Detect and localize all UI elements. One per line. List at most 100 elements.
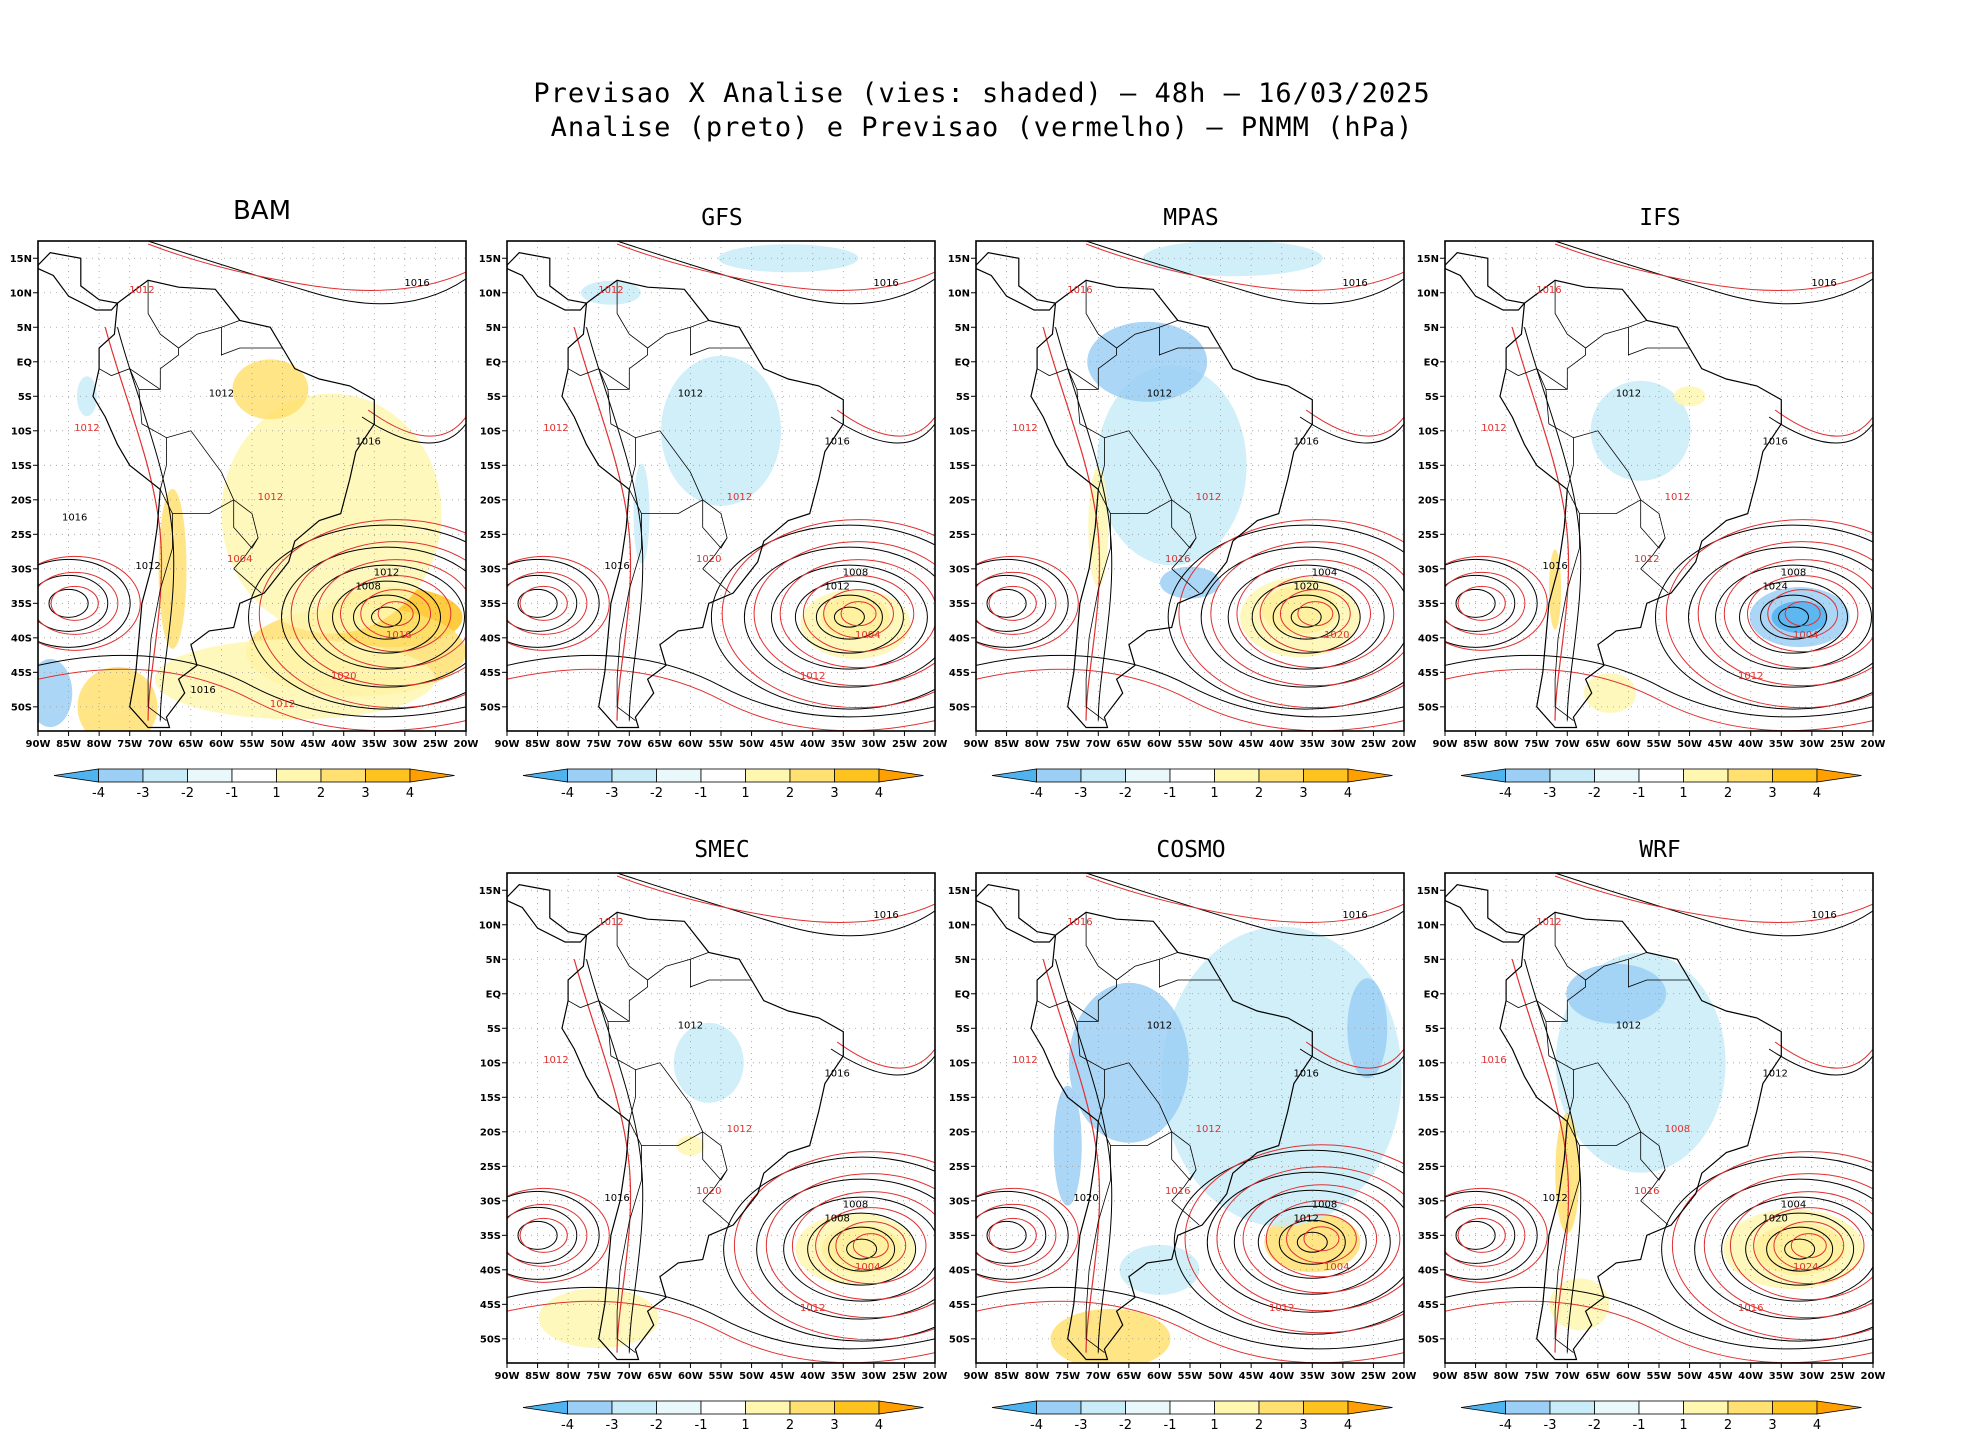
contour-label: 1016 xyxy=(604,561,629,572)
bias-shading xyxy=(661,355,781,506)
colorbar-tick-label: -2 xyxy=(1588,786,1601,801)
lon-tick-label: 80W xyxy=(1494,739,1519,750)
lat-tick-label: 5N xyxy=(486,955,501,966)
contour-label: 1012 xyxy=(1616,1020,1641,1031)
colorbar-tick-label: 2 xyxy=(786,1418,794,1433)
lon-tick-label: 75W xyxy=(1055,1371,1080,1382)
contour-label: 1016 xyxy=(386,630,411,641)
lon-tick-label: 20W xyxy=(454,739,479,750)
lon-tick-label: 75W xyxy=(1055,739,1080,750)
figure-title-line1: Previsao X Analise (vies: shaded) – 48h … xyxy=(533,78,1431,109)
lat-tick-label: 50S xyxy=(480,702,501,713)
lat-tick-label: 45S xyxy=(1418,668,1439,679)
lat-tick-label: 10N xyxy=(10,288,32,299)
colorbar-tick-label: -1 xyxy=(695,1418,708,1433)
lon-tick-label: 80W xyxy=(1494,1371,1519,1382)
map-panel-smec: 1016 1012 1012 1012 1016 1012 1008 1004 1008 1020… xyxy=(479,872,947,1433)
contour-label: 1012 xyxy=(598,917,623,928)
lat-tick-label: 15S xyxy=(11,461,32,472)
contour-label: 1012 xyxy=(1536,917,1561,928)
lat-tick-label: 45S xyxy=(11,668,32,679)
contour-label: 1012 xyxy=(1542,1193,1567,1204)
bias-shading xyxy=(1673,386,1706,407)
lat-tick-label: EQ xyxy=(955,989,970,1000)
lat-tick-label: 15N xyxy=(1417,254,1439,265)
colorbar-tick-label: -2 xyxy=(650,786,663,801)
lon-tick-label: 65W xyxy=(1116,1371,1141,1382)
lat-tick-label: 15S xyxy=(949,1093,970,1104)
lon-tick-label: 75W xyxy=(586,1371,611,1382)
lat-tick-label: 10N xyxy=(948,288,970,299)
contour-label: 1012 xyxy=(1147,388,1172,399)
lat-tick-label: 25S xyxy=(480,1162,501,1173)
bias-shading xyxy=(673,1022,744,1103)
lon-tick-label: 40W xyxy=(1738,739,1763,750)
lon-tick-label: 70W xyxy=(1555,739,1580,750)
contour-label: 1008 xyxy=(843,1200,868,1211)
lon-tick-label: 85W xyxy=(1463,1371,1488,1382)
lon-tick-label: 90W xyxy=(495,1371,520,1382)
contour-label: 1016 xyxy=(1293,1069,1318,1080)
bias-shading xyxy=(1087,321,1208,402)
lat-tick-label: 20S xyxy=(1418,495,1439,506)
contour-label: 1016 xyxy=(1067,917,1092,928)
bias-shading xyxy=(1590,380,1691,481)
colorbar-tick-label: 2 xyxy=(786,786,794,801)
lat-tick-label: 25S xyxy=(949,1162,970,1173)
lon-tick-label: 70W xyxy=(1555,1371,1580,1382)
lon-tick-label: 55W xyxy=(709,1371,734,1382)
contour-label: 1016 xyxy=(1165,554,1190,565)
lat-tick-label: 25S xyxy=(11,530,32,541)
lon-tick-label: 75W xyxy=(117,739,142,750)
contour-label: 1012 xyxy=(1196,492,1221,503)
lat-tick-label: 50S xyxy=(1418,702,1439,713)
lat-tick-label: 25S xyxy=(1418,530,1439,541)
lon-tick-label: 70W xyxy=(148,739,173,750)
contour-label: 1020 xyxy=(696,1186,721,1197)
panel-title-bam: BAM xyxy=(232,196,292,226)
lat-tick-label: EQ xyxy=(486,989,501,1000)
colorbar-tick-label: -2 xyxy=(181,786,194,801)
colorbar-tick-label: -4 xyxy=(1030,1418,1043,1433)
lat-tick-label: 35S xyxy=(949,1231,970,1242)
lat-tick-label: 20S xyxy=(949,495,970,506)
lat-tick-label: 50S xyxy=(480,1334,501,1345)
contour-label: 1008 xyxy=(1781,568,1806,579)
lat-tick-label: 10S xyxy=(949,426,970,437)
lat-tick-label: 5N xyxy=(1424,955,1439,966)
contour-label: 1020 xyxy=(1073,1193,1098,1204)
lon-tick-label: 50W xyxy=(1208,1371,1233,1382)
colorbar-gfs: -4 -3 -2 -1 1 2 3 4 xyxy=(522,768,924,801)
bias-shading xyxy=(1584,673,1637,714)
colorbar-tick-label: 3 xyxy=(361,786,369,801)
colorbar-tick-label: -1 xyxy=(1633,786,1646,801)
contour-label: 1004 xyxy=(855,1262,880,1273)
lon-tick-label: 55W xyxy=(1647,1371,1672,1382)
bias-shading xyxy=(1549,1278,1610,1331)
lat-tick-label: 20S xyxy=(1418,1127,1439,1138)
lon-tick-label: 80W xyxy=(1025,739,1050,750)
lon-tick-label: 35W xyxy=(831,739,856,750)
lat-tick-label: 30S xyxy=(949,1196,970,1207)
lat-tick-label: 40S xyxy=(949,1265,970,1276)
lon-tick-label: 50W xyxy=(1677,739,1702,750)
lon-tick-label: 55W xyxy=(1178,739,1203,750)
contour-label: 1012 xyxy=(1196,1124,1221,1135)
colorbar-tick-label: -1 xyxy=(695,786,708,801)
contour-label: 1016 xyxy=(1342,278,1367,289)
colorbar-tick-label: -3 xyxy=(137,786,150,801)
bias-shading xyxy=(1088,467,1109,588)
contour-label: 1016 xyxy=(873,278,898,289)
contour-label: 1008 xyxy=(355,582,380,593)
contour-label: 1016 xyxy=(355,437,380,448)
colorbar-tick-label: 4 xyxy=(1813,1418,1821,1433)
bias-shading xyxy=(1096,365,1247,566)
contour-label: 1012 xyxy=(678,388,703,399)
lat-tick-label: 10S xyxy=(1418,426,1439,437)
lon-tick-label: 60W xyxy=(1147,1371,1172,1382)
colorbar-tick-label: -3 xyxy=(1544,786,1557,801)
lat-tick-label: 50S xyxy=(949,702,970,713)
map-panel-ifs: 1016 1016 1012 1012 1016 1012 1008 1004 1024 1012… xyxy=(1417,240,1885,801)
lat-tick-label: 40S xyxy=(480,633,501,644)
lon-tick-label: 40W xyxy=(331,739,356,750)
